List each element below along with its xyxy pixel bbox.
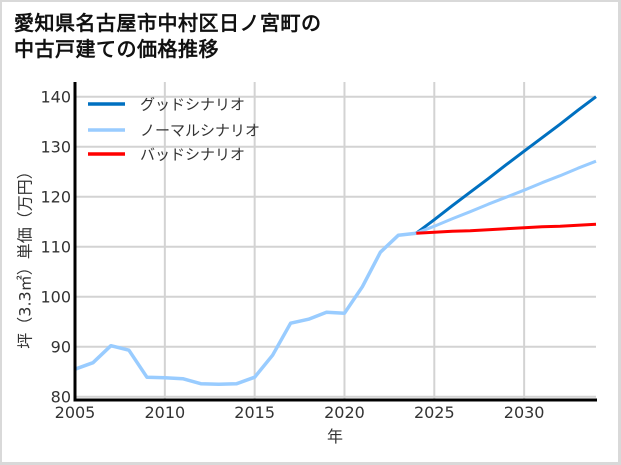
y-tick-label: 140 bbox=[40, 88, 71, 107]
x-tick-label: 2005 bbox=[55, 403, 96, 422]
legend-label: グッドシナリオ bbox=[140, 96, 245, 114]
x-tick-label: 2020 bbox=[324, 403, 365, 422]
y-axis-label: 坪（3.3㎡）単価（万円） bbox=[16, 163, 35, 348]
legend-label: ノーマルシナリオ bbox=[140, 122, 260, 140]
x-axis-label: 年 bbox=[327, 427, 343, 446]
legend-item: グッドシナリオ bbox=[88, 96, 245, 114]
x-tick-label: 2015 bbox=[234, 403, 275, 422]
x-tick-label: 2030 bbox=[504, 403, 545, 422]
chart-title-line-2: 中古戸建ての価格推移 bbox=[14, 37, 219, 61]
x-tick-label: 2010 bbox=[144, 403, 185, 422]
series-line-1 bbox=[415, 95, 597, 235]
series-line-3 bbox=[416, 222, 597, 235]
axes bbox=[73, 82, 597, 402]
tick-labels: 80 90 100 110 120 130 140 2005 2010 2015 2020 2025 2… bbox=[40, 88, 544, 422]
x-tick-label: 2025 bbox=[414, 403, 455, 422]
y-tick-label: 110 bbox=[40, 238, 71, 257]
chart-title: 愛知県名古屋市中村区日ノ宮町の 中古戸建ての価格推移 bbox=[14, 10, 322, 62]
y-tick-label: 120 bbox=[40, 188, 71, 207]
series-line-2 bbox=[415, 159, 597, 235]
y-tick-label: 80 bbox=[51, 388, 71, 407]
y-tick-label: 100 bbox=[40, 288, 71, 307]
y-tick-label: 90 bbox=[51, 338, 71, 357]
chart-title-line-1: 愛知県名古屋市中村区日ノ宮町の bbox=[14, 11, 322, 35]
legend-label: バッドシナリオ bbox=[140, 146, 245, 164]
legend-item: バッドシナリオ bbox=[88, 146, 245, 164]
historical-series-line bbox=[74, 231, 417, 386]
data-series bbox=[74, 95, 597, 386]
legend-item: ノーマルシナリオ bbox=[88, 122, 260, 140]
y-tick-label: 130 bbox=[40, 138, 71, 157]
